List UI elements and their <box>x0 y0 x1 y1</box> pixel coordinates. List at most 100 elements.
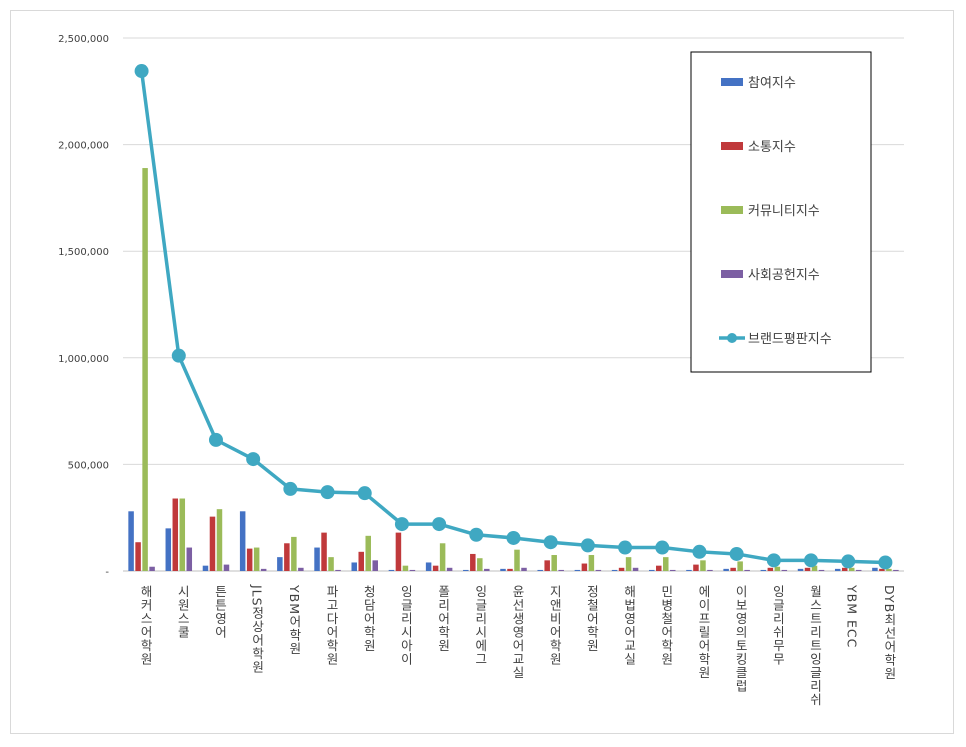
y-tick-label: 1,000,000 <box>58 354 109 365</box>
bar-1 <box>649 569 655 571</box>
y-tick-label: 1,500,000 <box>58 247 109 258</box>
bar-3 <box>774 566 781 571</box>
line-point <box>208 432 223 447</box>
bar-2 <box>432 565 439 571</box>
bar-1 <box>239 511 246 571</box>
y-tick-label: 500,000 <box>68 460 109 471</box>
bar-1 <box>351 562 357 571</box>
x-tick-label: 폴리어학원 <box>436 585 451 653</box>
x-tick-label: 월스트리트잉글리쉬 <box>808 585 823 707</box>
x-tick-label: YBM ECC <box>845 584 860 648</box>
bar-4 <box>818 569 825 571</box>
legend-label: 참여지수 <box>748 76 796 91</box>
bar-2 <box>358 551 364 571</box>
y-tick-label: 2,500,000 <box>58 34 109 45</box>
bar-2 <box>507 568 513 571</box>
line-point <box>394 517 409 532</box>
legend-swatch <box>721 206 743 214</box>
bar-2 <box>246 548 253 571</box>
x-tick-label: 이보영의토킹클럽 <box>733 585 748 693</box>
bar-3 <box>216 509 223 571</box>
bar-4 <box>744 569 750 571</box>
line-point <box>655 540 670 555</box>
line-point <box>618 540 633 555</box>
bar-1 <box>723 568 729 571</box>
bar-2 <box>767 567 774 571</box>
x-tick-label: 정철어학원 <box>584 585 599 653</box>
bar-1 <box>128 511 134 571</box>
bar-4 <box>298 567 304 571</box>
bar-2 <box>209 516 216 571</box>
bar-4 <box>781 569 788 571</box>
bar-1 <box>425 562 432 571</box>
bar-3 <box>179 498 186 571</box>
x-tick-label: 해법영어교실 <box>622 585 637 666</box>
legend-label: 소통지수 <box>748 140 796 155</box>
bar-3 <box>253 547 260 571</box>
legend-label: 커뮤니티지수 <box>748 204 820 219</box>
bar-2 <box>656 565 662 571</box>
bar-1 <box>797 568 804 571</box>
line-point <box>134 64 149 79</box>
x-tick-label: DYB최선어학원 <box>882 585 897 681</box>
bar-2 <box>544 560 550 571</box>
bar-3 <box>365 535 371 571</box>
x-tick-label: JLS정상어학원 <box>250 584 265 674</box>
bar-3 <box>886 568 892 571</box>
bar-3 <box>551 555 557 571</box>
x-tick-label: 지앤비어학원 <box>547 585 562 666</box>
legend-swatch <box>721 270 743 278</box>
chart-frame: 2,500,000 2,000,000 1,500,000 1,000,000 500,… <box>10 10 954 734</box>
bar-1 <box>388 569 395 571</box>
bar-1 <box>537 569 543 571</box>
bar-1 <box>277 557 283 571</box>
bar-1 <box>314 547 320 571</box>
bar-4 <box>521 567 527 571</box>
bar-4 <box>335 569 341 571</box>
bar-4 <box>893 569 899 571</box>
bar-4 <box>595 569 602 571</box>
bar-2 <box>172 498 179 571</box>
line-point <box>804 553 819 568</box>
line-point <box>841 554 856 569</box>
bar-1 <box>165 528 172 571</box>
line-point <box>506 530 521 545</box>
line-point <box>469 527 484 542</box>
bar-4 <box>484 568 490 571</box>
bar-4 <box>409 569 416 571</box>
bar-2 <box>581 563 588 571</box>
bar-3 <box>811 565 818 571</box>
bar-4 <box>632 567 639 571</box>
line-point <box>543 535 558 550</box>
bar-2 <box>618 567 625 571</box>
x-tick-label: 잉글리쉬무무 <box>770 585 785 666</box>
bar-3 <box>700 560 706 571</box>
x-tick-label: 잉글리시에그 <box>473 585 488 666</box>
bar-4 <box>372 560 378 571</box>
bar-1 <box>202 565 209 571</box>
legend-label: 사회공헌지수 <box>748 268 820 283</box>
line-point <box>766 553 781 568</box>
bar-4 <box>558 569 564 571</box>
bar-1 <box>500 568 506 571</box>
bar-3 <box>848 567 855 571</box>
chart-svg: 2,500,000 2,000,000 1,500,000 1,000,000 500,… <box>58 34 904 707</box>
bar-2 <box>321 532 327 571</box>
bar-3 <box>328 557 334 571</box>
bar-4 <box>707 569 713 571</box>
bar-3 <box>402 565 409 571</box>
line-point <box>878 555 893 570</box>
legend-marker <box>727 333 737 343</box>
x-tick-label: 잉글리시아이 <box>398 585 413 666</box>
x-tick-label: 에이프릴어학원 <box>696 585 711 680</box>
bar-2 <box>730 567 736 571</box>
bar-2 <box>804 567 811 571</box>
line-point <box>692 544 707 559</box>
bar-1 <box>574 569 581 571</box>
line-point <box>357 486 372 501</box>
bar-4 <box>670 569 676 571</box>
bar-3 <box>142 168 148 571</box>
bar-1 <box>760 569 767 571</box>
bar-2 <box>693 564 699 571</box>
legend-swatch <box>721 78 743 86</box>
